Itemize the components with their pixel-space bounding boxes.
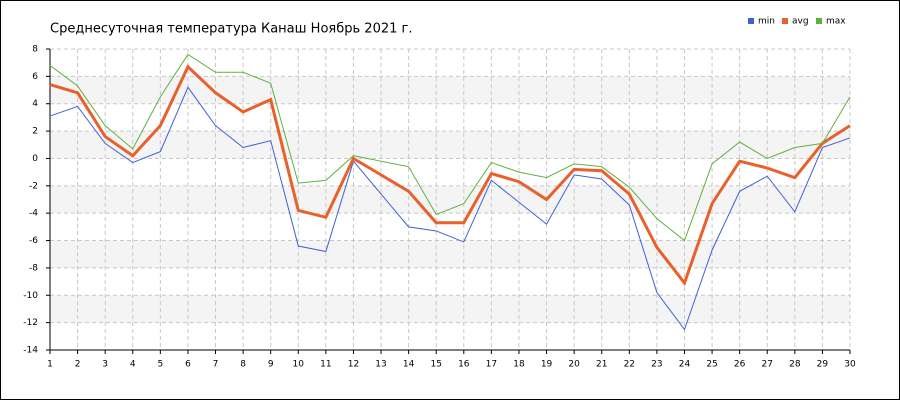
x-tick-label: 3 bbox=[102, 360, 108, 370]
band bbox=[50, 131, 850, 159]
x-tick-label: 26 bbox=[734, 360, 746, 370]
x-tick-label: 19 bbox=[541, 360, 553, 370]
x-tick-label: 11 bbox=[320, 360, 331, 370]
y-tick-label: -10 bbox=[23, 291, 38, 301]
band bbox=[50, 76, 850, 104]
y-tick-label: -6 bbox=[29, 236, 38, 246]
y-tick-label: 0 bbox=[32, 154, 38, 164]
y-tick-label: -4 bbox=[29, 209, 38, 219]
x-tick-label: 20 bbox=[568, 360, 580, 370]
legend-label: min bbox=[758, 17, 775, 27]
x-tick-label: 1 bbox=[47, 360, 53, 370]
series-line bbox=[49, 86, 851, 331]
x-tick-label: 25 bbox=[706, 360, 717, 370]
x-tick-label: 29 bbox=[817, 360, 829, 370]
legend-swatch bbox=[782, 18, 788, 24]
x-tick-label: 10 bbox=[293, 360, 305, 370]
x-tick-label: 17 bbox=[486, 360, 497, 370]
x-tick-label: 27 bbox=[762, 360, 773, 370]
x-tick-label: 7 bbox=[213, 360, 219, 370]
series-line bbox=[49, 64, 851, 287]
x-tick-label: 22 bbox=[624, 360, 635, 370]
legend-swatch bbox=[748, 18, 754, 24]
x-tick-label: 18 bbox=[513, 360, 525, 370]
y-tick-label: -12 bbox=[23, 318, 38, 328]
y-tick-label: 4 bbox=[32, 99, 38, 109]
legend-swatch bbox=[816, 18, 822, 24]
x-tick-label: 24 bbox=[679, 360, 691, 370]
x-tick-label: 4 bbox=[130, 360, 136, 370]
y-tick-label: 2 bbox=[32, 127, 38, 137]
x-tick-label: 15 bbox=[430, 360, 441, 370]
x-tick-label: 23 bbox=[651, 360, 662, 370]
y-tick-label: 8 bbox=[32, 45, 38, 55]
x-tick-label: 8 bbox=[240, 360, 246, 370]
legend-label: avg bbox=[792, 17, 809, 27]
x-tick-label: 28 bbox=[789, 360, 801, 370]
x-tick-label: 14 bbox=[403, 360, 415, 370]
chart-title: Среднесуточная температура Канаш Ноябрь … bbox=[50, 22, 412, 37]
x-tick-label: 6 bbox=[185, 360, 191, 370]
band bbox=[50, 240, 850, 268]
x-tick-label: 21 bbox=[596, 360, 607, 370]
y-tick-label: -8 bbox=[29, 263, 38, 273]
x-tick-label: 5 bbox=[157, 360, 163, 370]
band bbox=[50, 295, 850, 323]
legend-label: max bbox=[826, 17, 846, 27]
y-tick-label: 6 bbox=[32, 72, 38, 82]
series-line bbox=[49, 53, 851, 242]
x-tick-label: 2 bbox=[75, 360, 81, 370]
x-tick-label: 12 bbox=[348, 360, 359, 370]
x-tick-label: 13 bbox=[375, 360, 386, 370]
x-tick-label: 30 bbox=[844, 360, 856, 370]
y-tick-label: -14 bbox=[23, 346, 38, 356]
y-tick-label: -2 bbox=[29, 181, 38, 191]
x-tick-label: 9 bbox=[268, 360, 274, 370]
x-tick-label: 16 bbox=[458, 360, 470, 370]
